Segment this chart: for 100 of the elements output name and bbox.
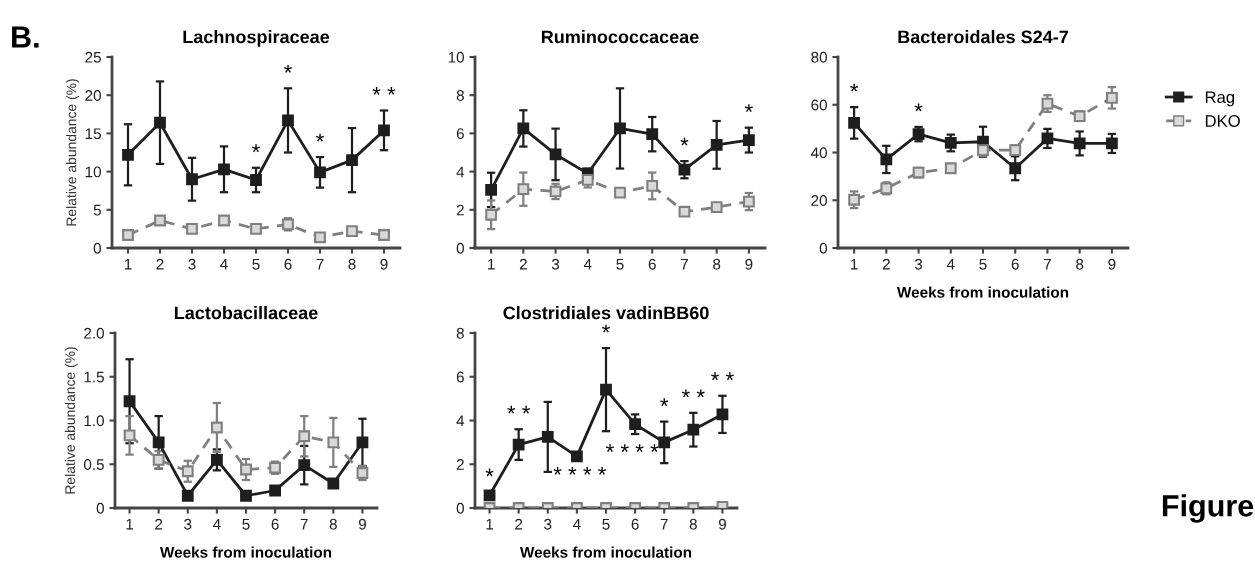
x-tick-label: 1 — [124, 258, 132, 270]
x-tick-label: 7 — [680, 258, 688, 270]
x-tick-label: 3 — [551, 258, 560, 270]
x-tick-label: 3 — [188, 258, 196, 270]
point — [710, 138, 723, 151]
x-tick-label: 6 — [1011, 258, 1019, 270]
annotation: * — [284, 64, 292, 73]
point — [240, 463, 252, 476]
chart-title: Bacteroidales S24-7 — [898, 30, 1069, 44]
point — [1041, 97, 1054, 110]
legend-label: DKO — [1205, 115, 1240, 127]
point — [848, 116, 861, 129]
x-tick-label: 6 — [271, 518, 279, 530]
x-tick-label: 2 — [155, 518, 163, 530]
y-axis-title: Relative abundance (%) — [66, 79, 80, 226]
point — [678, 163, 691, 176]
point — [282, 114, 294, 127]
point — [549, 148, 562, 161]
x-tick-label: 1 — [486, 518, 494, 530]
chart-title: Lachnospiraceae — [183, 30, 330, 47]
y-tick-label: 10 — [448, 51, 464, 63]
point — [210, 421, 223, 434]
x-tick-label: 8 — [689, 518, 697, 530]
point — [186, 223, 198, 235]
y-tick-label: 0 — [96, 502, 104, 514]
x-tick-label: 7 — [1043, 258, 1051, 270]
annotation: * * * * — [606, 444, 659, 453]
point — [356, 436, 369, 449]
y-tick-label: 40 — [810, 147, 827, 159]
y-tick-label: 6 — [456, 128, 464, 140]
y-tick-label: 20 — [811, 195, 827, 206]
x-tick-label: 5 — [252, 258, 260, 270]
point — [614, 186, 626, 199]
y-tick-label: 0 — [93, 242, 101, 254]
x-tick-label: 4 — [212, 518, 221, 530]
point — [716, 408, 729, 421]
point — [346, 154, 358, 167]
annotation: * — [485, 468, 494, 477]
x-tick-label: 3 — [914, 258, 923, 270]
y-tick-label: 2 — [456, 459, 464, 470]
point — [848, 193, 861, 206]
x-tick-label: 2 — [882, 258, 890, 270]
point — [944, 162, 957, 175]
point — [154, 116, 166, 129]
annotation: * * — [507, 405, 531, 414]
x-tick-label: 8 — [348, 258, 356, 270]
x-tick-label: 4 — [220, 258, 228, 270]
point — [346, 225, 358, 238]
point — [152, 436, 165, 449]
point — [327, 477, 340, 490]
point — [154, 214, 166, 227]
x-tick-label: 9 — [745, 258, 753, 270]
point — [240, 489, 252, 502]
x-tick-label: 9 — [380, 258, 388, 270]
annotation: * — [914, 103, 923, 112]
x-tick-label: 5 — [242, 518, 250, 530]
point — [517, 183, 530, 196]
y-tick-label: 8 — [456, 327, 464, 339]
y-tick-label: 5 — [93, 204, 101, 216]
point — [218, 214, 230, 227]
x-tick-label: 7 — [300, 518, 308, 530]
point — [122, 148, 134, 161]
point — [218, 163, 230, 176]
point — [181, 489, 194, 502]
point — [944, 137, 957, 149]
y-tick-label: 1.0 — [84, 415, 104, 427]
y-tick-label: 20 — [85, 90, 101, 101]
point — [181, 465, 194, 478]
point — [570, 450, 583, 463]
point — [485, 184, 498, 196]
point — [250, 174, 262, 186]
annotation: * * — [372, 87, 396, 95]
text: B. — [12, 26, 39, 48]
x-tick-label: 7 — [316, 258, 324, 270]
point — [122, 229, 134, 241]
point — [186, 173, 198, 186]
x-axis-title: Weeks from inoculation — [896, 286, 1069, 298]
point — [742, 195, 755, 208]
y-tick-label: 6 — [456, 371, 464, 383]
x-tick-label: 5 — [602, 518, 610, 530]
point — [298, 459, 311, 472]
y-tick-label: 2 — [456, 204, 464, 216]
x-tick-label: 8 — [329, 518, 337, 530]
point — [678, 205, 691, 218]
y-tick-label: 80 — [811, 51, 827, 63]
point — [658, 436, 671, 449]
y-tick-label: 25 — [85, 51, 101, 63]
annotation: * — [680, 137, 689, 146]
point — [1105, 137, 1118, 150]
point — [1009, 162, 1022, 175]
point — [710, 201, 723, 214]
text: Figure — [1162, 494, 1254, 523]
x-tick-label: 4 — [572, 518, 581, 530]
point — [378, 229, 390, 241]
x-axis-title: Weeks from inoculation — [159, 546, 332, 558]
point — [646, 180, 659, 192]
y-tick-label: 0 — [456, 242, 464, 254]
y-tick-label: 4 — [456, 166, 465, 178]
annotation: * — [316, 133, 324, 142]
x-tick-label: 2 — [156, 258, 164, 270]
